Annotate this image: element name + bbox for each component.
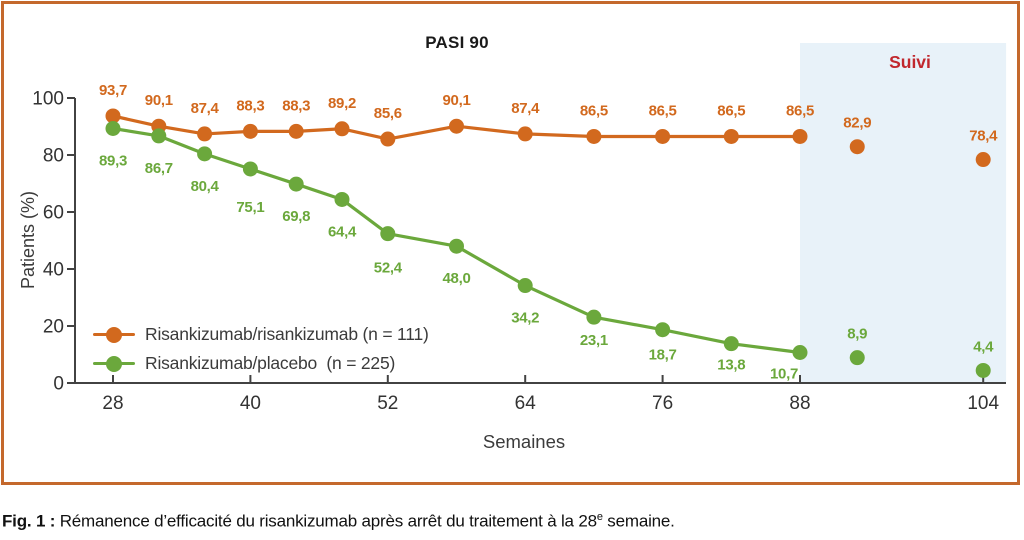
legend-item-risankizumab-placebo: Risankizumab/placebo (n = 225) xyxy=(93,349,429,378)
data-point-label: 75,1 xyxy=(236,199,264,216)
data-point-marker xyxy=(517,278,533,294)
data-point-label: 90,1 xyxy=(145,92,173,109)
chart-title: PASI 90 xyxy=(425,33,489,52)
data-point-label: 86,5 xyxy=(580,102,608,119)
legend-item-label: Risankizumab/risankizumab (n = 111) xyxy=(145,324,429,344)
legend-dot-icon xyxy=(106,355,122,372)
data-point-marker xyxy=(334,121,350,137)
legend-marker-icon xyxy=(93,355,135,372)
data-point-marker xyxy=(288,176,304,192)
data-point-label: 8,9 xyxy=(847,326,867,343)
x-tick-label: 40 xyxy=(240,393,261,414)
data-point-marker xyxy=(849,350,865,366)
data-point-marker xyxy=(380,226,396,242)
caption-superscript: e xyxy=(596,511,603,523)
legend: Risankizumab/risankizumab (n = 111) Risa… xyxy=(93,320,429,378)
data-point-label: 88,3 xyxy=(236,97,264,114)
data-point-marker xyxy=(288,123,304,139)
caption-text: Rémanence d’efficacité du risankizumab a… xyxy=(55,511,597,531)
caption-text-end: semaine. xyxy=(602,511,675,531)
data-point-label: 34,2 xyxy=(511,310,539,327)
data-point-label: 52,4 xyxy=(374,260,403,277)
data-point-marker xyxy=(655,128,671,144)
legend-item-risankizumab-risankizumab: Risankizumab/risankizumab (n = 111) xyxy=(93,320,429,349)
legend-dot-icon xyxy=(106,326,122,343)
data-point-marker xyxy=(723,128,739,144)
caption-figure-number: Fig. 1 : xyxy=(2,511,56,531)
data-point-marker xyxy=(380,131,396,147)
data-point-marker xyxy=(655,322,671,338)
data-point-marker xyxy=(792,345,808,361)
data-point-marker xyxy=(586,309,602,325)
x-tick-label: 104 xyxy=(967,393,999,414)
data-point-marker xyxy=(105,120,121,136)
data-point-label: 48,0 xyxy=(443,270,471,287)
y-tick-label: 0 xyxy=(53,374,64,395)
data-point-label: 78,4 xyxy=(969,128,998,145)
data-point-label: 64,4 xyxy=(328,223,357,240)
y-tick-label: 20 xyxy=(43,317,64,338)
data-point-marker xyxy=(449,238,464,254)
data-point-marker xyxy=(151,128,167,144)
data-point-marker xyxy=(792,128,808,144)
data-point-label: 86,5 xyxy=(649,102,677,119)
data-point-label: 80,4 xyxy=(191,178,220,195)
data-point-label: 90,1 xyxy=(443,92,471,109)
x-tick-label: 28 xyxy=(102,393,123,414)
data-point-label: 86,5 xyxy=(717,102,745,119)
y-axis-title: Patients (%) xyxy=(18,190,38,290)
data-point-marker xyxy=(334,191,350,207)
data-point-label: 87,4 xyxy=(511,100,540,117)
data-point-marker xyxy=(197,146,213,162)
data-point-marker xyxy=(517,126,533,142)
figure-caption: Fig. 1 : Rémanence d’efficacité du risan… xyxy=(2,511,675,532)
x-tick-label: 52 xyxy=(377,393,398,414)
x-axis-title: Semaines xyxy=(482,431,566,452)
legend-marker-icon xyxy=(93,326,135,343)
data-point-marker xyxy=(975,362,991,378)
data-point-label: 69,8 xyxy=(282,208,310,225)
data-point-label: 23,1 xyxy=(580,332,608,349)
legend-item-label: Risankizumab/placebo (n = 225) xyxy=(145,353,396,373)
x-tick-label: 64 xyxy=(515,393,537,414)
data-point-label: 86,5 xyxy=(786,102,814,119)
y-tick-label: 80 xyxy=(43,146,64,167)
y-tick-label: 60 xyxy=(43,203,64,224)
y-tick-label: 40 xyxy=(43,260,64,281)
data-point-marker xyxy=(105,108,121,124)
data-point-label: 89,3 xyxy=(99,152,127,169)
data-point-marker xyxy=(849,139,865,155)
data-point-marker xyxy=(449,118,464,134)
x-tick-label: 88 xyxy=(789,393,810,414)
chart-canvas: 0 20 40 60 80 100 28 40 52 64 76 88 104 93,7 90,1 87,4 8… xyxy=(32,43,1007,414)
followup-region-label: Suivi xyxy=(889,52,931,72)
followup-region xyxy=(800,43,1007,383)
data-point-marker xyxy=(723,336,739,352)
data-point-marker xyxy=(975,152,991,168)
data-point-label: 4,4 xyxy=(973,338,994,355)
data-point-marker xyxy=(586,128,602,144)
data-point-label: 10,7 xyxy=(770,366,798,383)
data-point-label: 86,7 xyxy=(145,160,173,177)
data-point-label: 87,4 xyxy=(191,100,220,117)
y-tick-label: 100 xyxy=(32,89,64,110)
data-point-label: 88,3 xyxy=(282,97,310,114)
x-tick-label: 76 xyxy=(652,393,673,414)
data-point-label: 89,2 xyxy=(328,95,356,112)
data-point-marker xyxy=(197,126,213,142)
data-point-label: 18,7 xyxy=(649,347,677,364)
data-point-label: 93,7 xyxy=(99,82,127,99)
data-point-label: 13,8 xyxy=(717,357,745,374)
data-point-marker xyxy=(242,123,258,139)
data-point-label: 82,9 xyxy=(843,115,871,132)
data-point-marker xyxy=(242,161,258,177)
data-point-label: 85,6 xyxy=(374,105,402,122)
